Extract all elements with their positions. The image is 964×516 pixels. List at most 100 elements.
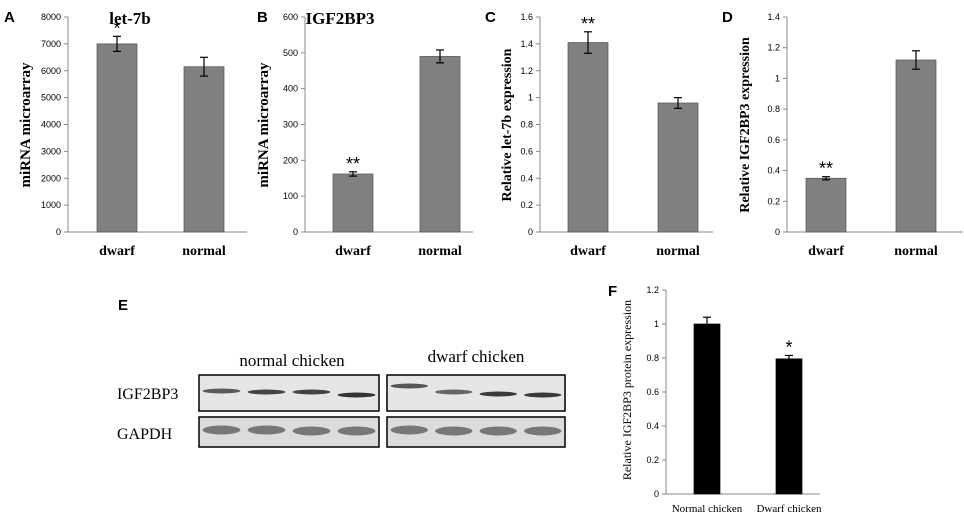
blot-band-dwarf-gapdh-1 <box>390 425 428 435</box>
panel-letter-f: F <box>608 283 617 300</box>
y-tick-label-d: 1.2 <box>767 43 780 53</box>
y-tick-label-c: 0.6 <box>520 146 533 156</box>
significance-mark-d-0: ** <box>819 159 833 179</box>
y-tick-label-b: 600 <box>283 12 298 22</box>
y-tick-label-a: 8000 <box>41 12 61 22</box>
chart-panel-d: 0 0.2 0.4 0.6 0.8 1 1.2 1.4 Relative IGF2BP3 exp… <box>738 12 963 259</box>
y-tick-label-b: 400 <box>283 84 298 94</box>
y-tick-label-c: 0.4 <box>520 173 533 183</box>
y-tick-label-d: 1.4 <box>767 12 780 22</box>
blot-band-normal-igf2bp3-4 <box>337 392 376 398</box>
y-tick-label-c: 0 <box>528 227 533 237</box>
blot-band-normal-igf2bp3-2 <box>247 389 286 395</box>
blot-band-dwarf-igf2bp3-2 <box>435 389 473 395</box>
significance-mark-b-0: ** <box>346 154 360 174</box>
chart-panel-a: 0 1000 2000 3000 4000 5000 6000 7000 8000 miRNA m… <box>18 9 247 259</box>
y-tick-label-a: 4000 <box>41 120 61 130</box>
y-tick-label-b: 500 <box>283 48 298 58</box>
y-tick-label-a: 3000 <box>41 146 61 156</box>
chart-title-b: IGF2BP3 <box>306 9 375 28</box>
chart-panel-b: 0 100 200 300 400 500 600 miRNA microarray IGF2B… <box>256 9 473 259</box>
y-tick-label-c: 1.4 <box>520 39 533 49</box>
y-tick-label-f: 1.2 <box>646 285 659 295</box>
category-label-f-1: Dwarf chicken <box>756 503 822 515</box>
blot-band-dwarf-gapdh-2 <box>435 426 473 436</box>
blot-row-label-igf2bp3: IGF2BP3 <box>117 386 178 403</box>
y-tick-label-a: 5000 <box>41 93 61 103</box>
bar-f-1 <box>775 358 803 495</box>
bar-d-0 <box>805 177 847 233</box>
category-label-a-1: normal <box>182 244 226 259</box>
chart-panel-f: 0 0.2 0.4 0.6 0.8 1 1.2 Relative IGF2BP3 protei… <box>620 285 822 515</box>
blot-band-normal-gapdh-1 <box>202 425 241 435</box>
y-tick-label-d: 0.4 <box>767 166 780 176</box>
category-label-d-0: dwarf <box>808 244 844 259</box>
y-tick-label-b: 300 <box>283 120 298 130</box>
bar-c-1 <box>657 102 699 233</box>
western-blot: normal chicken dwarf chicken IGF2BP3 GAP… <box>117 347 566 448</box>
y-tick-label-a: 2000 <box>41 173 61 183</box>
category-label-b-0: dwarf <box>335 244 371 259</box>
panel-letter-e: E <box>118 297 128 314</box>
panel-letter-c: C <box>485 9 496 26</box>
category-label-a-0: dwarf <box>99 244 135 259</box>
blot-band-dwarf-igf2bp3-3 <box>479 391 517 397</box>
y-axis-label-a: miRNA microarray <box>18 62 34 188</box>
significance-mark-f-1: * <box>785 337 792 357</box>
blot-band-dwarf-igf2bp3-1 <box>390 383 428 389</box>
significance-mark-a-0: * <box>113 18 120 38</box>
y-tick-label-a: 6000 <box>41 66 61 76</box>
blot-band-dwarf-gapdh-4 <box>524 426 562 436</box>
y-axis-label-c: Relative let-7b expression <box>500 48 515 201</box>
chart-title-a: let-7b <box>109 9 151 28</box>
blot-band-normal-igf2bp3-3 <box>292 389 331 395</box>
category-label-f-0: Normal chicken <box>672 503 743 515</box>
panel-letter-d: D <box>722 9 733 26</box>
blot-band-dwarf-gapdh-3 <box>479 426 517 436</box>
y-axis-label-b: miRNA microarray <box>256 62 272 188</box>
y-tick-label-c: 0.2 <box>520 200 533 210</box>
y-axis-label-d: Relative IGF2BP3 expression <box>738 37 753 213</box>
chart-panel-c: 0 0.2 0.4 0.6 0.8 1 1.2 1.4 1.6 Relative let-7b e… <box>500 12 713 259</box>
y-tick-label-f: 0.8 <box>646 353 659 363</box>
y-tick-label-f: 0 <box>654 489 659 499</box>
bar-b-1 <box>419 56 461 233</box>
y-tick-label-d: 1 <box>775 73 780 83</box>
bar-b-0 <box>332 173 374 233</box>
blot-band-normal-gapdh-4 <box>337 426 376 436</box>
y-tick-label-a: 7000 <box>41 39 61 49</box>
category-label-c-1: normal <box>656 244 700 259</box>
y-tick-label-f: 0.2 <box>646 455 659 465</box>
blot-band-normal-gapdh-3 <box>292 426 331 436</box>
category-label-c-0: dwarf <box>570 244 606 259</box>
blot-group-label-normal: normal chicken <box>239 351 345 370</box>
blot-band-normal-igf2bp3-1 <box>202 388 241 394</box>
y-tick-label-c: 1.6 <box>520 12 533 22</box>
bar-a-1 <box>183 66 225 233</box>
bar-d-1 <box>895 59 937 233</box>
y-tick-label-a: 0 <box>56 227 61 237</box>
y-tick-label-c: 1.2 <box>520 66 533 76</box>
category-label-d-1: normal <box>894 244 938 259</box>
y-tick-label-c: 1 <box>528 93 533 103</box>
significance-mark-c-0: ** <box>581 14 595 34</box>
y-tick-label-b: 200 <box>283 155 298 165</box>
category-label-b-1: normal <box>418 244 462 259</box>
blot-row-label-gapdh: GAPDH <box>117 426 173 443</box>
y-tick-label-d: 0.2 <box>767 196 780 206</box>
bar-f-0 <box>693 323 721 495</box>
y-tick-label-b: 100 <box>283 191 298 201</box>
blot-band-normal-gapdh-2 <box>247 425 286 435</box>
y-tick-label-c: 0.8 <box>520 120 533 130</box>
y-tick-label-a: 1000 <box>41 200 61 210</box>
y-tick-label-b: 0 <box>293 227 298 237</box>
y-tick-label-f: 1 <box>654 319 659 329</box>
bar-c-0 <box>567 42 609 233</box>
y-axis-label-f: Relative IGF2BP3 protein expression <box>620 300 634 480</box>
y-tick-label-d: 0.8 <box>767 104 780 114</box>
panel-letter-a: A <box>4 9 15 26</box>
y-tick-label-f: 0.4 <box>646 421 659 431</box>
y-tick-label-f: 0.6 <box>646 387 659 397</box>
blot-group-label-dwarf: dwarf chicken <box>428 347 525 366</box>
